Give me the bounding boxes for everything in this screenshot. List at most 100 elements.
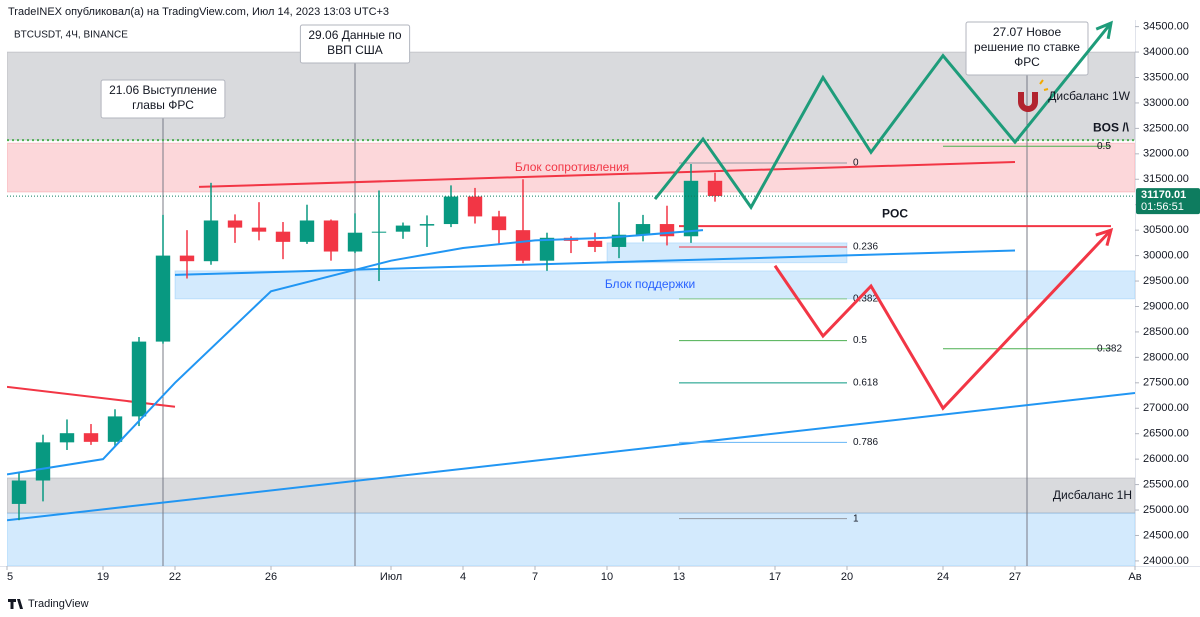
x-tick-label: 22 xyxy=(169,571,181,583)
fib-label: 0.382 xyxy=(1097,343,1122,354)
x-tick-label: 19 xyxy=(97,571,109,583)
fib-label: 0.786 xyxy=(853,437,878,448)
zone xyxy=(174,270,1135,300)
y-tick-label: 26000.00 xyxy=(1143,453,1189,465)
candle-body xyxy=(59,433,75,443)
fib-label: 1 xyxy=(853,513,859,524)
fib-label: 0.5 xyxy=(1097,141,1111,152)
candle-body xyxy=(131,341,147,417)
y-tick-label: 24000.00 xyxy=(1143,555,1189,567)
y-tick-label: 25500.00 xyxy=(1143,478,1189,490)
y-tick-label: 34000.00 xyxy=(1143,46,1189,58)
candle-body xyxy=(227,220,243,228)
x-tick-label: 4 xyxy=(460,571,466,583)
candle-body xyxy=(323,220,339,252)
zone xyxy=(7,477,1135,514)
y-tick-label: 29000.00 xyxy=(1143,300,1189,312)
candle-body xyxy=(635,224,651,235)
x-tick-label: Ав xyxy=(1128,571,1141,583)
fib-label: 0.5 xyxy=(853,335,867,346)
zone-label: Блок сопротивления xyxy=(515,160,629,174)
trend-line xyxy=(7,385,176,408)
moving-average xyxy=(7,229,704,476)
y-tick-label: 27500.00 xyxy=(1143,377,1189,389)
x-tick-label: 5 xyxy=(7,571,13,583)
y-tick-label: 29500.00 xyxy=(1143,275,1189,287)
candle-body xyxy=(467,196,483,217)
zone-label: Дисбаланс 1W xyxy=(1048,89,1130,103)
y-tick-label: 28000.00 xyxy=(1143,351,1189,363)
y-tick-label: 32000.00 xyxy=(1143,148,1189,160)
projection-arrowhead xyxy=(1095,20,1113,40)
candle-body xyxy=(419,224,435,226)
y-tick-label: 30000.00 xyxy=(1143,250,1189,262)
y-tick-label: 32500.00 xyxy=(1143,122,1189,134)
zone xyxy=(7,142,1135,193)
y-tick-label: 31500.00 xyxy=(1143,173,1189,185)
candle-body xyxy=(371,231,387,233)
x-tick-label: 26 xyxy=(265,571,277,583)
magnet-icon xyxy=(1018,79,1049,112)
y-tick-label: 33500.00 xyxy=(1143,71,1189,83)
candle-body xyxy=(35,442,51,481)
y-tick-label: 27000.00 xyxy=(1143,402,1189,414)
event-text: ВВП США xyxy=(327,43,383,57)
candle-body xyxy=(659,224,675,237)
projection-path xyxy=(773,229,1113,411)
footer: TradingView xyxy=(8,598,89,610)
event-text: решение по ставке xyxy=(974,40,1080,54)
x-tick-label: 27 xyxy=(1009,571,1021,583)
event-text: 27.07 Новое xyxy=(993,25,1062,39)
projection-path xyxy=(653,22,1113,211)
candle-body xyxy=(251,227,267,232)
candle-body xyxy=(515,230,531,261)
last-price-tag xyxy=(1136,188,1200,215)
event-text: главы ФРС xyxy=(132,98,194,112)
x-tick-label: 20 xyxy=(841,571,853,583)
x-tick-label: 7 xyxy=(532,571,538,583)
candle-body xyxy=(707,180,723,197)
zone-label: Дисбаланс 1H xyxy=(1053,488,1132,502)
event-callout xyxy=(100,79,226,119)
x-tick-label: 13 xyxy=(673,571,685,583)
countdown: 01:56:51 xyxy=(1141,201,1184,213)
zone-label: Блок поддержки xyxy=(605,277,695,291)
y-tick-label: 25000.00 xyxy=(1143,504,1189,516)
candle-body xyxy=(395,225,411,232)
event-text: 29.06 Данные по xyxy=(308,28,402,42)
logo xyxy=(8,599,23,609)
y-tick-label: 33000.00 xyxy=(1143,97,1189,109)
y-tick-label: 26500.00 xyxy=(1143,428,1189,440)
x-tick-label: 10 xyxy=(601,571,613,583)
magnet xyxy=(1018,92,1038,112)
line-label: POC xyxy=(882,206,908,220)
last-price: 31170.01 xyxy=(1141,189,1186,201)
line-label: BOS /\ xyxy=(1093,120,1130,134)
event-callout xyxy=(965,21,1089,76)
header: TradeINEX опубликовал(а) на TradingView.… xyxy=(8,6,389,18)
event-callout xyxy=(299,24,411,64)
candle-body xyxy=(491,216,507,231)
footer-brand: TradingView xyxy=(28,598,89,610)
candle-body xyxy=(587,240,603,247)
candle-body xyxy=(299,220,315,242)
projection-arrowhead xyxy=(1095,227,1114,247)
fib-label: 0 xyxy=(853,158,859,169)
candle-body xyxy=(347,232,363,252)
trend-line xyxy=(7,391,1135,522)
x-tick-label: Июл xyxy=(380,571,402,583)
y-tick-label: 30500.00 xyxy=(1143,224,1189,236)
x-tick-label: 24 xyxy=(937,571,949,583)
candle-body xyxy=(155,255,171,342)
y-tick-label: 28500.00 xyxy=(1143,326,1189,338)
trend-line xyxy=(174,249,1016,276)
candle-body xyxy=(83,433,99,442)
spark xyxy=(1039,79,1049,91)
zone xyxy=(7,512,1135,566)
y-tick-label: 34500.00 xyxy=(1143,21,1189,33)
candle-body xyxy=(107,416,123,442)
fib-label: 0.618 xyxy=(853,377,878,388)
candle-body xyxy=(11,480,27,504)
